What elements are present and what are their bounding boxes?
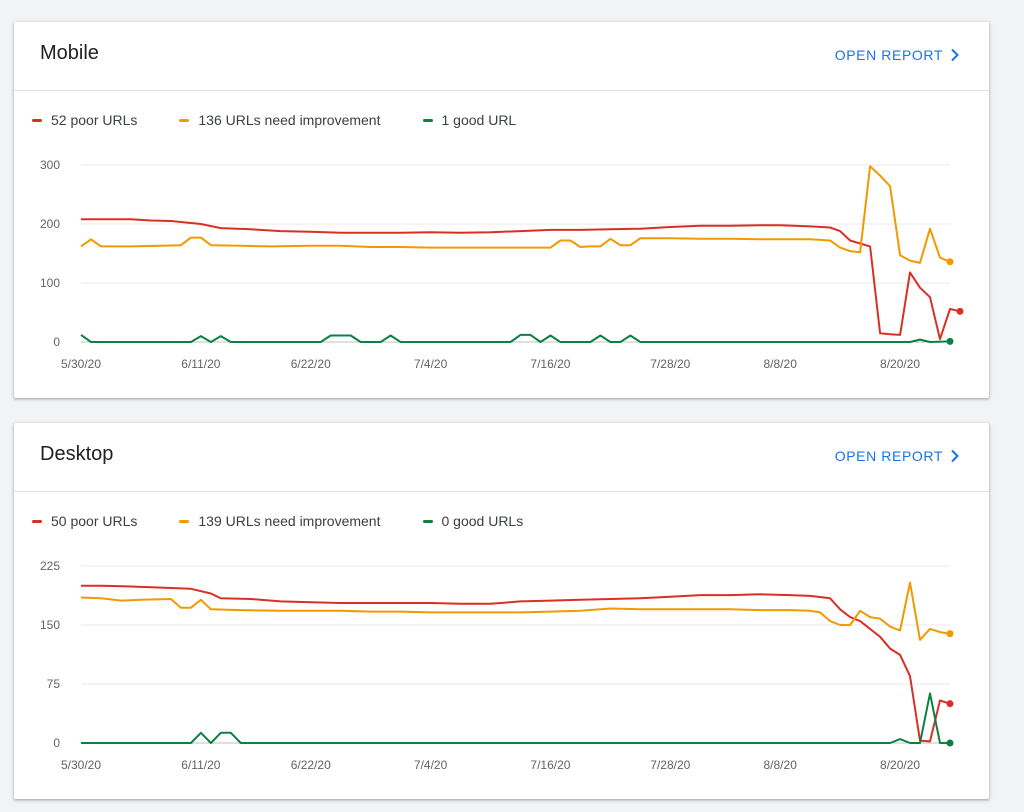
x-tick-label: 7/28/20 (650, 758, 690, 772)
legend-item-poor[interactable]: 50 poor URLs (32, 513, 137, 529)
x-tick-label: 8/20/20 (880, 758, 920, 772)
y-tick-label: 150 (40, 618, 60, 632)
x-tick-label: 8/20/20 (880, 357, 920, 371)
card-header: Mobile OPEN REPORT (14, 22, 989, 91)
legend-item-good[interactable]: 0 good URLs (422, 513, 524, 529)
series-end-point-good (946, 337, 954, 345)
legend-label-needs-improvement: 136 URLs need improvement (198, 112, 381, 128)
legend-label-poor: 52 poor URLs (51, 112, 138, 128)
x-tick-label: 5/30/20 (61, 357, 101, 371)
x-tick-label: 6/22/20 (291, 357, 331, 371)
mobile-card: Mobile OPEN REPORT 52 poor URLs 136 URLs… (14, 22, 989, 398)
x-tick-label: 8/8/20 (764, 758, 798, 772)
card-header: Desktop OPEN REPORT (14, 423, 989, 492)
series-end-point-needs-improvement (946, 630, 954, 638)
legend-label-good: 0 good URLs (441, 513, 524, 529)
legend-swatch-good (422, 118, 433, 122)
series-line-poor (81, 584, 951, 743)
legend-swatch-poor (32, 118, 42, 122)
x-tick-label: 7/16/20 (530, 758, 570, 772)
legend-item-needs-improvement[interactable]: 136 URLs need improvement (179, 112, 381, 128)
y-tick-label: 100 (40, 276, 60, 290)
legend-swatch-good (422, 519, 433, 523)
y-tick-label: 300 (40, 158, 60, 172)
legend-swatch-needs-improvement (179, 118, 190, 122)
open-report-label: OPEN REPORT (834, 448, 943, 464)
x-tick-label: 7/16/20 (530, 357, 570, 371)
y-tick-label: 0 (53, 335, 60, 349)
series-line-poor (81, 218, 961, 341)
y-tick-label: 200 (40, 217, 60, 231)
x-tick-label: 6/22/20 (291, 758, 331, 772)
x-tick-label: 6/11/20 (181, 357, 220, 371)
legend-item-good[interactable]: 1 good URL (422, 112, 517, 128)
series-line-needs-improvement (80, 165, 951, 264)
chevron-right-icon (949, 48, 961, 62)
x-tick-label: 8/8/20 (764, 357, 798, 371)
series-end-point-needs-improvement (946, 258, 954, 266)
chevron-right-icon (949, 449, 961, 463)
mobile-line-chart: 0 100 200 300 5/30/20 6/11/20 6/22/20 7/4/20 7/1… (40, 158, 964, 371)
desktop-card: Desktop OPEN REPORT 50 poor URLs 139 URL… (14, 423, 989, 799)
legend-label-poor: 50 poor URLs (51, 513, 138, 529)
x-tick-label: 7/28/20 (650, 357, 690, 371)
series-line-needs-improvement (80, 581, 951, 641)
open-report-link[interactable]: OPEN REPORT (835, 47, 961, 63)
desktop-line-chart: 0 75 150 225 5/30/20 6/11/20 6/22/20 7/4/20 7/16… (40, 559, 954, 772)
open-report-link[interactable]: OPEN REPORT (835, 448, 961, 464)
y-tick-label: 75 (47, 677, 61, 691)
series-end-point-good (946, 739, 954, 747)
series-line-good (80, 333, 951, 343)
legend-label-needs-improvement: 139 URLs need improvement (198, 513, 381, 529)
x-tick-label: 7/4/20 (414, 357, 448, 371)
card-title: Desktop (40, 443, 114, 465)
legend-item-poor[interactable]: 52 poor URLs (32, 112, 137, 128)
x-tick-label: 6/11/20 (181, 758, 220, 772)
series-line-good (81, 692, 950, 744)
series-end-point-poor (956, 307, 964, 315)
y-tick-label: 225 (40, 559, 60, 573)
legend-swatch-poor (32, 519, 42, 523)
card-title: Mobile (40, 42, 99, 64)
x-tick-label: 7/4/20 (414, 758, 448, 772)
legend-swatch-needs-improvement (179, 519, 190, 523)
chart-legend: 52 poor URLs 136 URLs need improvement 1… (32, 112, 558, 128)
legend-item-needs-improvement[interactable]: 139 URLs need improvement (179, 513, 381, 529)
chart-legend: 50 poor URLs 139 URLs need improvement 0… (32, 513, 565, 529)
legend-label-good: 1 good URL (441, 112, 517, 128)
y-tick-label: 0 (53, 736, 60, 750)
x-tick-label: 5/30/20 (61, 758, 101, 772)
series-end-point-poor (946, 700, 954, 708)
open-report-label: OPEN REPORT (834, 47, 943, 63)
